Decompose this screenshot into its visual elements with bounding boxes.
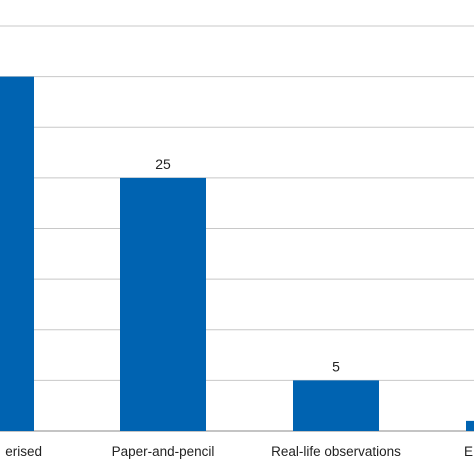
category-label: Paper-and-pencil bbox=[112, 444, 215, 459]
data-labels: 25 5 bbox=[155, 156, 340, 375]
bar bbox=[0, 76, 34, 431]
category-label: Real-life observations bbox=[271, 444, 401, 459]
bars bbox=[0, 76, 474, 431]
category-label: E bbox=[464, 444, 473, 459]
data-label: 5 bbox=[332, 358, 340, 374]
bar bbox=[293, 380, 379, 431]
bar bbox=[120, 177, 206, 431]
category-labels: erised Paper-and-pencil Real-life observat… bbox=[5, 444, 473, 459]
category-label: erised bbox=[5, 444, 42, 459]
gridlines bbox=[0, 25, 474, 432]
data-label: 25 bbox=[155, 156, 171, 172]
bar bbox=[466, 420, 474, 431]
